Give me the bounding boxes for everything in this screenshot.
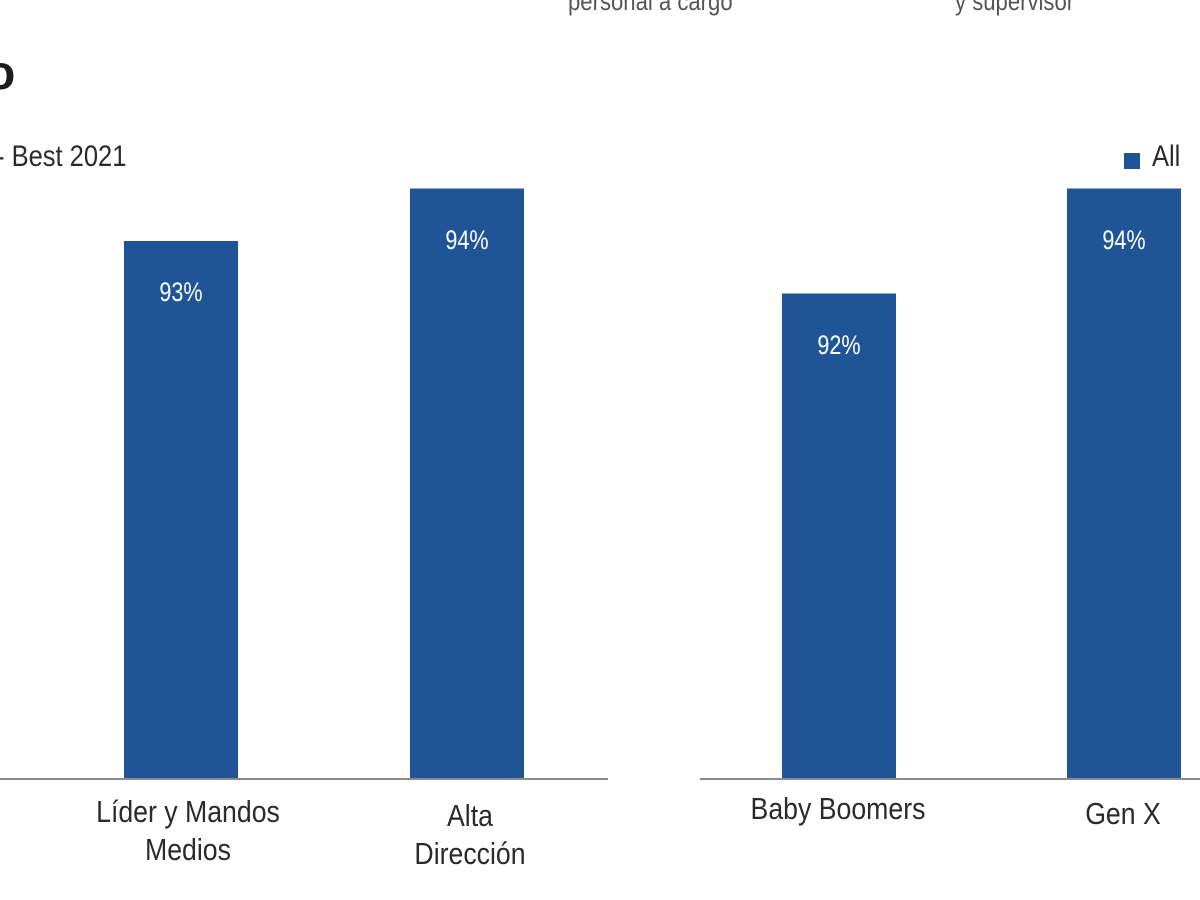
bar-value-label: 93% [159,277,203,307]
category-label-line: Medios [145,832,231,867]
legend-right-swatch [1124,153,1140,169]
category-label: Alta Dirección [341,797,599,873]
category-label-line: Líder y Mandos [96,794,280,829]
category-label-line: Baby Boomers [750,791,926,826]
legend-left-label: - Best 2021 [0,140,127,173]
category-label: Gen X [994,795,1200,833]
category-label: Líder y Mandos Medios [59,793,317,869]
header-top-text-right: y supervisor [955,0,1075,16]
category-label-line: Dirección [414,836,526,871]
bar-value-label: 94% [445,224,489,255]
header-top-text-left: personal a cargo [568,0,733,16]
legend-right-label: All [1152,140,1181,173]
bar [410,188,524,778]
category-label: Baby Boomers [709,790,967,828]
bar [1067,188,1181,778]
bar-value-label: 92% [817,329,861,360]
panel-title-fragment: o [0,47,16,100]
category-label-line: Gen X [1085,796,1161,831]
bar-value-label: 94% [1102,224,1146,255]
bar [124,241,238,778]
bar [782,293,896,778]
category-label-line: Alta [447,798,493,833]
